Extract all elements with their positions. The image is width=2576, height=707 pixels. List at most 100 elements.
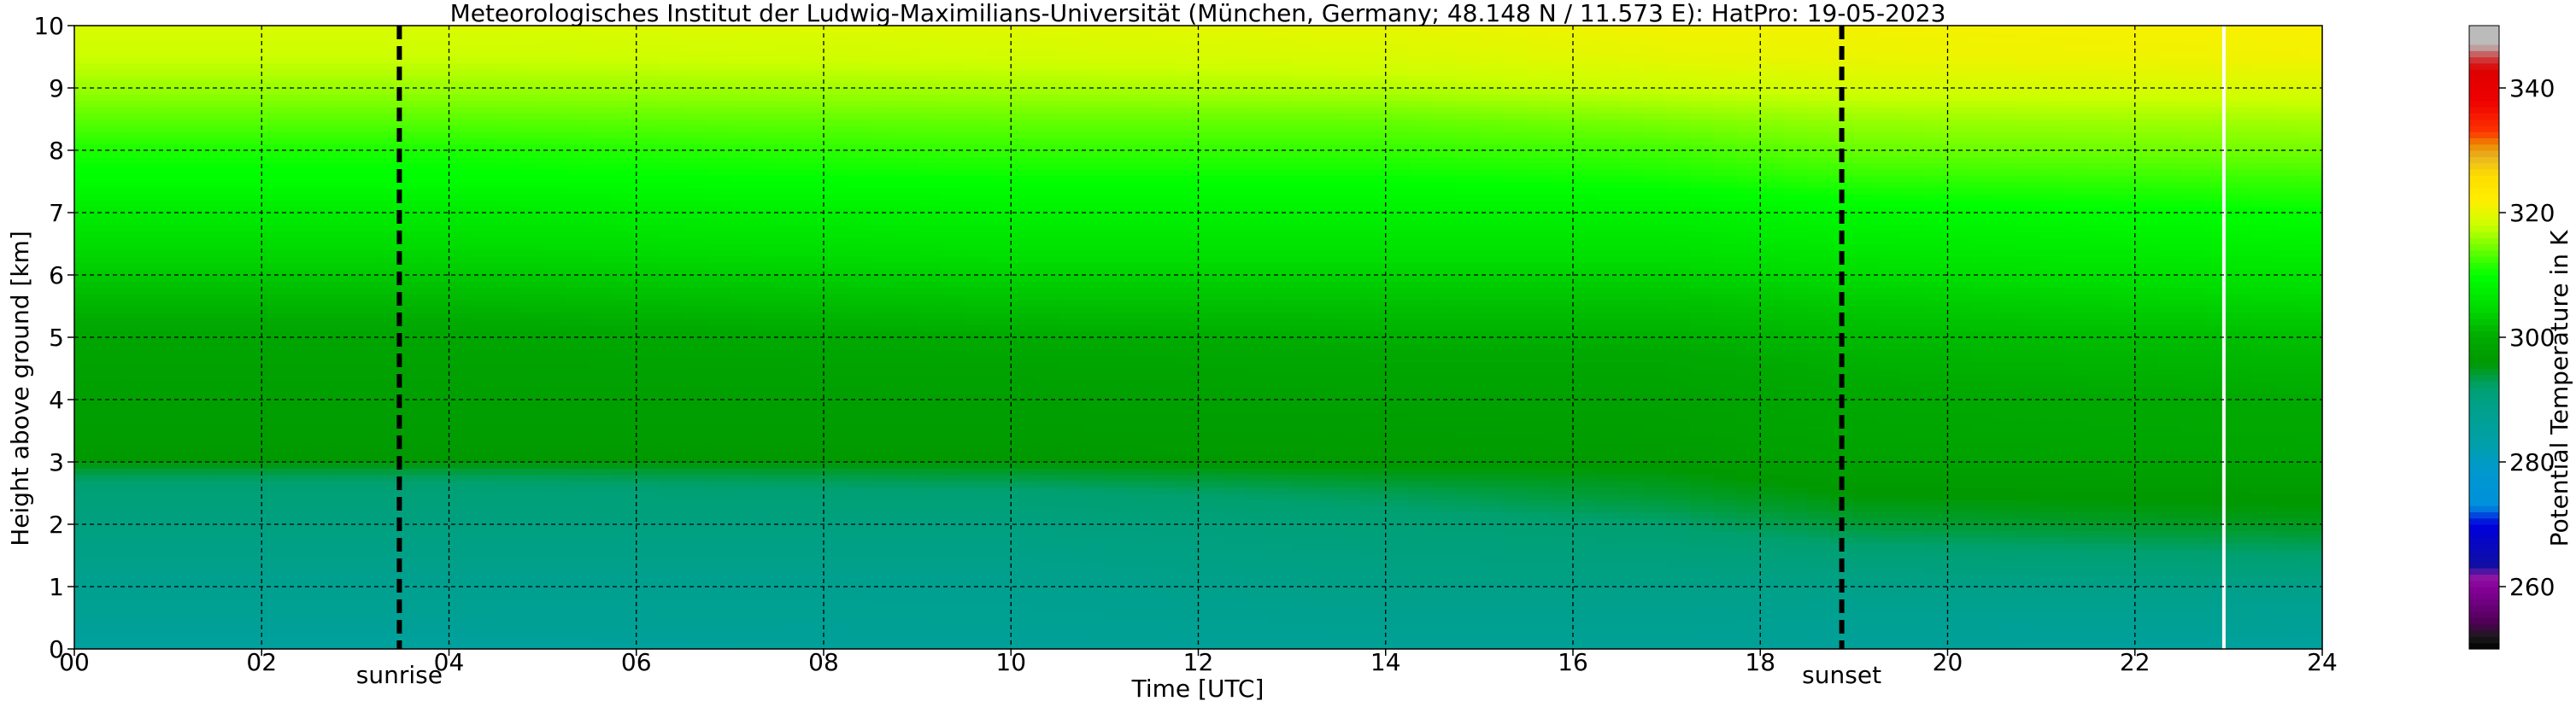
heatmap-cell [472,511,496,519]
heatmap-cell [753,561,777,569]
heatmap-cell [425,168,450,176]
heatmap-cell [285,587,309,593]
heatmap-cell [519,94,543,102]
heatmap-cell [238,243,262,251]
heatmap-cell [261,617,286,625]
heatmap-cell [120,256,145,263]
heatmap-cell [74,44,99,51]
heatmap-cell [1034,281,1059,289]
heatmap-cell [97,137,122,145]
heatmap-cell [449,343,473,351]
heatmap-cell [1198,249,1223,257]
heatmap-cell [753,587,777,593]
heatmap-cell [870,605,895,612]
heatmap-cell [636,642,660,650]
heatmap-cell [1175,181,1200,189]
heatmap-cell [167,568,192,575]
heatmap-cells [74,26,2323,650]
heatmap-cell [355,200,379,207]
heatmap-cell [1151,574,1176,581]
heatmap-cell [261,499,286,506]
heatmap-cell [120,318,145,325]
heatmap-cell [566,256,590,263]
heatmap-cell [519,194,543,201]
heatmap-cell [987,462,1012,469]
heatmap-cell [870,599,895,606]
heatmap-cell [1128,131,1153,138]
heatmap-cell [120,62,145,70]
heatmap-cell [870,517,895,525]
heatmap-cell [683,368,707,376]
heatmap-cell [870,374,895,382]
heatmap-cell [120,430,145,438]
heatmap-cell [894,387,918,394]
heatmap-cell [753,330,777,338]
heatmap-cell [1175,524,1200,531]
heatmap-cell [1011,605,1036,612]
heatmap-cell [683,424,707,432]
heatmap-cell [144,374,169,382]
heatmap-cell [1034,468,1059,476]
heatmap-cell [941,268,965,276]
heatmap-cell [425,119,450,126]
heatmap-cell [214,137,239,145]
heatmap-cell [706,580,731,587]
heatmap-cell [566,281,590,289]
heatmap-cell [753,187,777,195]
heatmap-cell [1011,555,1036,563]
heatmap-cell [496,262,520,270]
heatmap-cell [589,355,613,363]
heatmap-cell [261,168,286,176]
heatmap-cell [97,293,122,301]
heatmap-cell [285,593,309,600]
heatmap-cell [74,275,99,282]
heatmap-cell [987,231,1012,238]
heatmap-cell [1151,324,1176,332]
heatmap-cell [191,511,216,519]
heatmap-cell [261,381,286,388]
heatmap-cell [964,125,989,132]
heatmap-cell [613,175,637,183]
heatmap-cell [941,593,965,600]
heatmap-cell [285,219,309,226]
heatmap-cell [777,113,801,120]
heatmap-cell [1221,355,1246,363]
heatmap-cell [543,605,567,612]
heatmap-cell [308,88,333,95]
heatmap-cell [1221,181,1246,189]
heatmap-cell [425,449,450,457]
heatmap-cell [1104,337,1129,344]
heatmap-cell [238,636,262,644]
heatmap-cell [97,549,122,557]
heatmap-cell [847,555,871,563]
heatmap-cell [332,462,356,469]
heatmap-cell [777,418,801,425]
heatmap-cell [519,499,543,506]
heatmap-cell [824,580,848,587]
heatmap-cell [120,387,145,394]
heatmap-cell [1011,449,1036,457]
heatmap-cell [800,175,824,183]
heatmap-cell [1221,449,1246,457]
heatmap-cell [777,219,801,226]
heatmap-cell [214,455,239,463]
heatmap-cell [941,343,965,351]
heatmap-cell [1128,337,1153,344]
heatmap-cell [238,312,262,319]
heatmap-cell [964,424,989,432]
heatmap-cell [355,474,379,482]
heatmap-cell [238,524,262,531]
heatmap-cell [449,312,473,319]
heatmap-cell [144,100,169,108]
heatmap-cell [1104,268,1129,276]
heatmap-cell [917,143,942,151]
heatmap-cell [120,362,145,370]
heatmap-cell [120,617,145,625]
heatmap-cell [1081,137,1106,145]
heatmap-cell [355,262,379,270]
heatmap-cell [332,187,356,195]
heatmap-cell [167,249,192,257]
heatmap-cell [449,318,473,325]
heatmap-cell [167,406,192,413]
heatmap-cell [589,106,613,114]
